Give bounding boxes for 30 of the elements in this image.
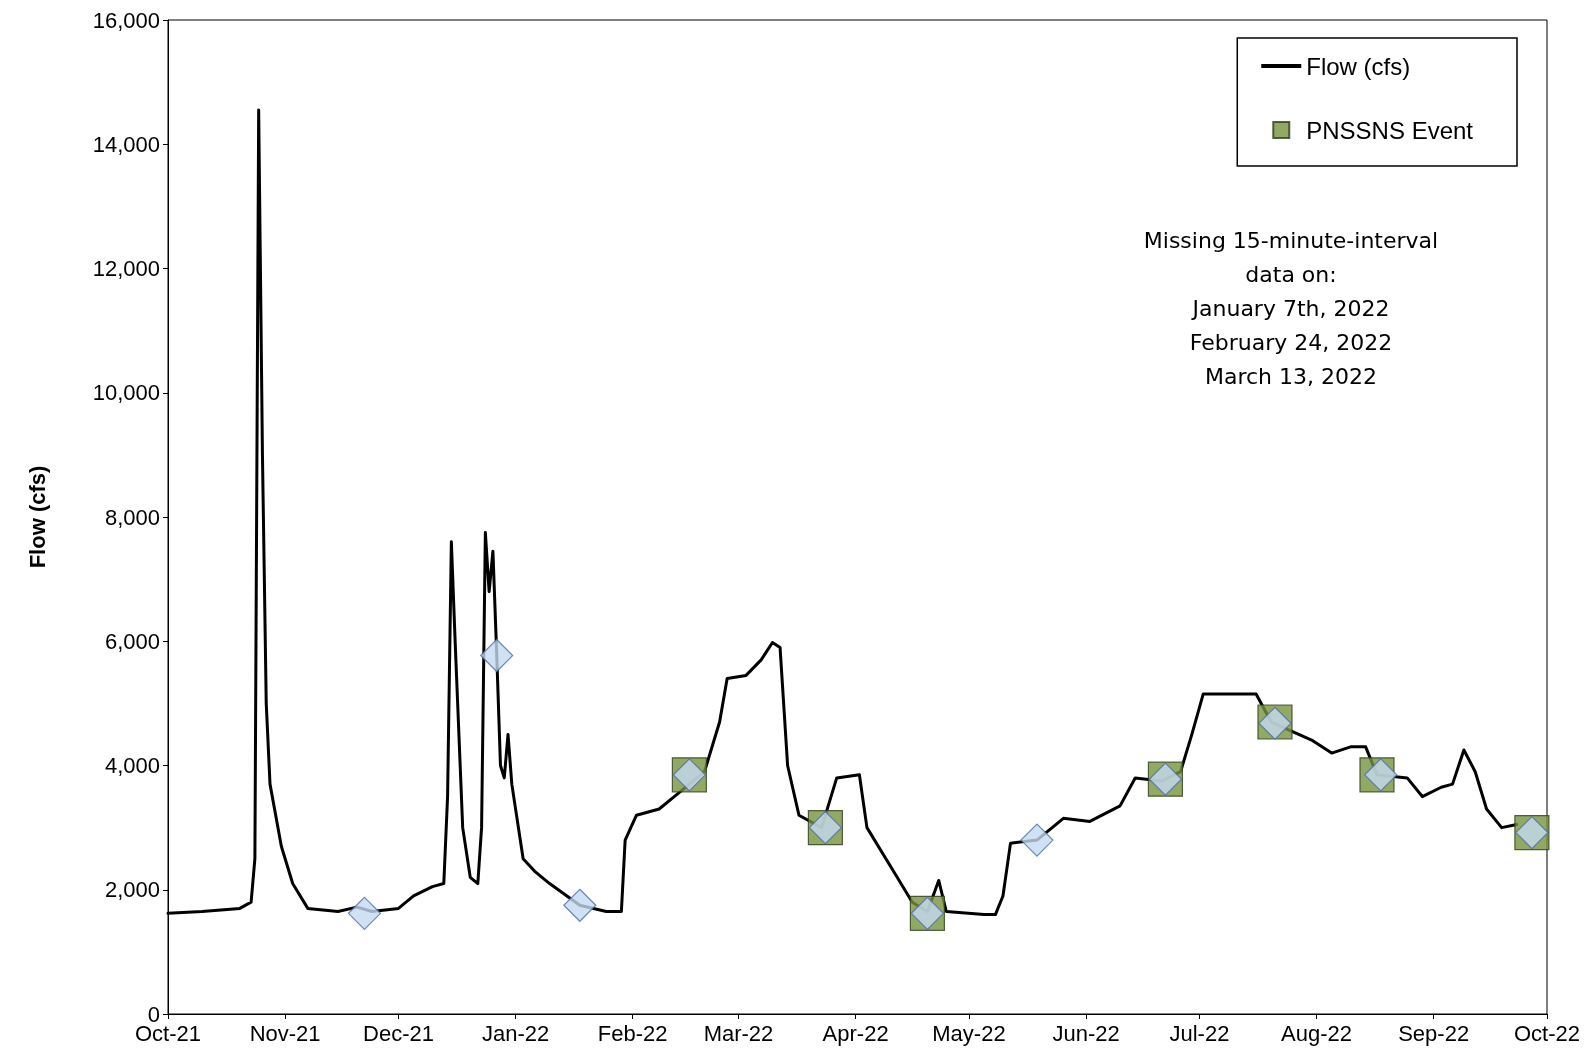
- y-tick-label: 16,000: [92, 7, 160, 33]
- x-tick-label: Jul-22: [1169, 1020, 1230, 1046]
- x-tick-label: Feb-22: [597, 1020, 668, 1046]
- x-tick-label: Jan-22: [481, 1020, 550, 1046]
- y-tick-label: 4,000: [104, 753, 160, 778]
- x-tick-label: Apr-22: [822, 1020, 889, 1046]
- y-tick-label: 2,000: [104, 877, 160, 903]
- y-tick-label: 0: [147, 1001, 160, 1027]
- point: [480, 638, 514, 673]
- y-tick-label: 6,000: [104, 628, 160, 654]
- point: [347, 896, 382, 930]
- x-tick-label: Mar-22: [703, 1020, 774, 1046]
- x-tick-label: Nov-21: [249, 1020, 321, 1046]
- legend-label: PNSSNS Event: [1306, 116, 1474, 144]
- annotation: Missing 15-minute-interval data on:: [1143, 227, 1439, 287]
- x-tick-label: Oct-22: [1513, 1020, 1581, 1046]
- y-tick-label: 12,000: [92, 256, 160, 281]
- y-tick-label: 14,000: [92, 131, 160, 157]
- x-tick-label: May-22: [932, 1020, 1006, 1046]
- annotation: January 7th, 2022 February 24, 2022 March 13, 2022: [1189, 295, 1393, 389]
- y-tick-label: 10,000: [92, 380, 160, 406]
- y-tick-label: 8,000: [104, 504, 160, 530]
- legend-label: Flow (cfs): [1306, 52, 1411, 80]
- y-axis-title: Flow (cfs): [24, 465, 50, 569]
- x-tick-label: Aug-22: [1281, 1020, 1353, 1046]
- x-tick-label: Jun-22: [1052, 1020, 1120, 1046]
- x-tick-label: Sep-22: [1398, 1020, 1470, 1046]
- point: [1020, 823, 1054, 857]
- point: [563, 888, 597, 922]
- x-tick-label: Dec-21: [363, 1020, 434, 1046]
